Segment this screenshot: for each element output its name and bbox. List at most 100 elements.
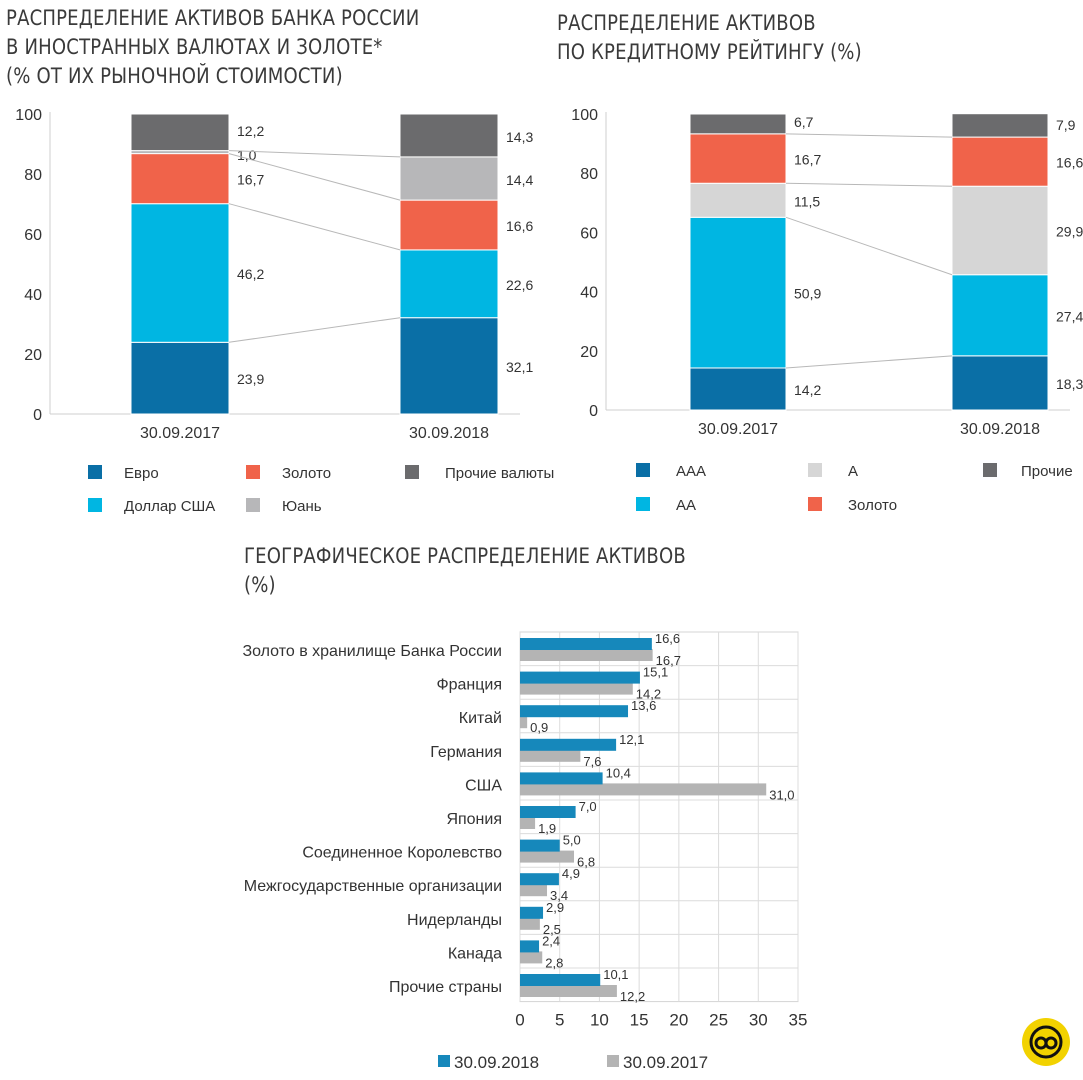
category-label: Межгосударственные организации [244,878,502,895]
y-tick-label: 100 [571,107,598,124]
bar-segment [951,355,1049,411]
legend-label: 30.09.2017 [623,1053,708,1072]
bar-2018 [520,974,601,986]
x-tick-label: 15 [630,1011,649,1030]
bar-2018 [520,705,629,718]
title-line: РАСПРЕДЕЛЕНИЕ АКТИВОВ БАНКА РОССИИ [6,6,420,30]
legend-swatch [246,465,260,479]
bar-2018 [520,671,640,684]
chart-title-geography: ГЕОГРАФИЧЕСКОЕ РАСПРЕДЕЛЕНИЕ АКТИВОВ (%) [244,542,686,600]
bar-segment [689,367,787,411]
bar-segment [399,317,499,415]
data-label-2018: 4,9 [562,866,580,881]
x-tick-label: 20 [669,1011,688,1030]
title-line: РАСПРЕДЕЛЕНИЕ АКТИВОВ [557,11,816,35]
data-label: 22,6 [506,277,533,293]
legend-label: Золото [282,465,331,482]
connector-line [785,216,953,276]
data-label-2018: 13,6 [631,698,656,713]
bar-2017 [520,682,633,695]
bar-segment [951,185,1049,276]
data-label-2018: 2,4 [542,933,560,948]
connector-line [228,150,401,158]
data-label: 14,3 [506,129,533,145]
data-label-2017: 1,9 [538,821,556,836]
legend-swatch [983,463,997,477]
data-label: 16,7 [794,152,821,168]
data-label-2018: 12,1 [619,732,644,747]
category-label: Китай [459,710,502,727]
chart-title-currency: РАСПРЕДЕЛЕНИЕ АКТИВОВ БАНКА РОССИИ В ИНО… [6,4,419,91]
x-tick-label: 10 [590,1011,609,1030]
data-label: 29,9 [1056,223,1083,239]
category-label: Франция [436,677,502,694]
legend-label: AA [676,497,696,514]
data-label: 27,4 [1056,308,1083,324]
data-label-2018: 2,9 [546,900,564,915]
data-label-2017: 3,4 [550,888,568,903]
legend-label: Золото [848,497,897,514]
x-tick-label: 30.09.2018 [960,421,1040,438]
category-label: Германия [430,744,502,761]
connector-line [228,203,401,251]
data-label-2017: 16,7 [656,653,681,668]
category-label: Нидерланды [407,912,502,929]
legend-label: 30.09.2018 [454,1053,539,1072]
legend-label: Прочие [1021,463,1073,480]
legend-swatch [246,498,260,512]
data-label-2017: 14,2 [636,687,661,702]
bar-segment [130,153,230,205]
legend-swatch [88,498,102,512]
category-label: Канада [448,945,502,962]
legend-label: Прочие валюты [445,465,554,482]
bar-2018 [520,940,540,953]
connector-line [228,317,401,343]
x-tick-label: 25 [709,1011,728,1030]
x-tick-label: 30.09.2017 [698,421,778,438]
connector-line [228,153,401,201]
legend-label: Доллар США [124,498,215,515]
bar-2017 [520,850,575,863]
data-label-2018: 10,4 [606,765,631,780]
bar-segment [951,113,1049,138]
y-tick-label: 20 [24,347,42,364]
data-label: 14,4 [506,172,533,188]
data-label: 18,3 [1056,376,1083,392]
bar-2018 [520,806,576,818]
data-label-2017: 2,5 [543,922,561,937]
y-tick-label: 0 [33,407,42,424]
y-tick-label: 60 [580,225,598,242]
x-tick-label: 5 [555,1011,564,1030]
legend-swatch [636,497,650,511]
data-label: 7,9 [1056,117,1076,133]
y-tick-label: 60 [24,227,42,244]
data-label: 16,6 [1056,155,1083,171]
data-label: 6,7 [794,114,814,130]
data-label-2017: 12,2 [620,989,645,1004]
legend-label: Юань [282,498,322,515]
data-label: 32,1 [506,359,533,375]
data-label: 14,2 [794,382,821,398]
bar-2017 [520,917,540,930]
data-label-2017: 0,9 [530,720,548,735]
data-label: 23,9 [237,371,264,387]
bar-segment [130,203,230,343]
bar-segment [399,249,499,319]
x-tick-label: 30.09.2017 [140,425,220,442]
bar-segment [689,133,787,184]
bar-2017 [520,783,767,796]
bar-2017 [520,884,548,897]
category-label: Соединенное Королевство [302,845,502,862]
bar-2018 [520,906,544,919]
bar-segment [951,136,1049,187]
legend-label: AAA [676,463,706,480]
legend-swatch [636,463,650,477]
bar-segment [689,113,787,135]
data-label-2017: 2,8 [545,955,563,970]
bar-segment [399,156,499,201]
x-tick-label: 0 [515,1011,524,1030]
bar-2017 [520,649,653,661]
bar-2017 [520,817,536,829]
brand-logo [1022,1018,1070,1066]
